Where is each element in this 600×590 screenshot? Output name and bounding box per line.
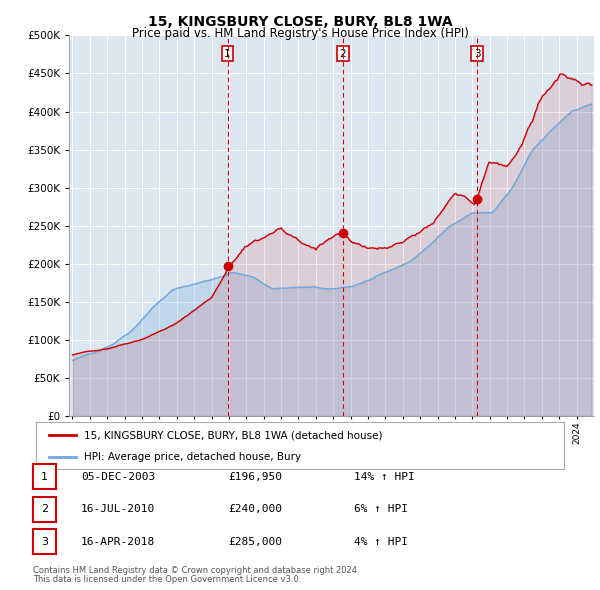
Text: 1: 1	[41, 472, 48, 481]
Text: £196,950: £196,950	[228, 472, 282, 481]
Text: 3: 3	[474, 49, 481, 59]
Text: 1: 1	[224, 49, 231, 59]
Text: 16-JUL-2010: 16-JUL-2010	[81, 504, 155, 514]
Text: 6% ↑ HPI: 6% ↑ HPI	[354, 504, 408, 514]
Text: 15, KINGSBURY CLOSE, BURY, BL8 1WA (detached house): 15, KINGSBURY CLOSE, BURY, BL8 1WA (deta…	[83, 430, 382, 440]
Text: This data is licensed under the Open Government Licence v3.0.: This data is licensed under the Open Gov…	[33, 575, 301, 584]
Text: Contains HM Land Registry data © Crown copyright and database right 2024.: Contains HM Land Registry data © Crown c…	[33, 566, 359, 575]
Text: 15, KINGSBURY CLOSE, BURY, BL8 1WA: 15, KINGSBURY CLOSE, BURY, BL8 1WA	[148, 15, 452, 29]
Text: £285,000: £285,000	[228, 537, 282, 546]
Text: HPI: Average price, detached house, Bury: HPI: Average price, detached house, Bury	[83, 453, 301, 462]
Text: 2: 2	[41, 504, 48, 514]
Text: 05-DEC-2003: 05-DEC-2003	[81, 472, 155, 481]
Text: 4% ↑ HPI: 4% ↑ HPI	[354, 537, 408, 546]
Text: Price paid vs. HM Land Registry's House Price Index (HPI): Price paid vs. HM Land Registry's House …	[131, 27, 469, 40]
Text: 2: 2	[340, 49, 346, 59]
Text: 14% ↑ HPI: 14% ↑ HPI	[354, 472, 415, 481]
Text: 3: 3	[41, 537, 48, 546]
Text: 16-APR-2018: 16-APR-2018	[81, 537, 155, 546]
Text: £240,000: £240,000	[228, 504, 282, 514]
